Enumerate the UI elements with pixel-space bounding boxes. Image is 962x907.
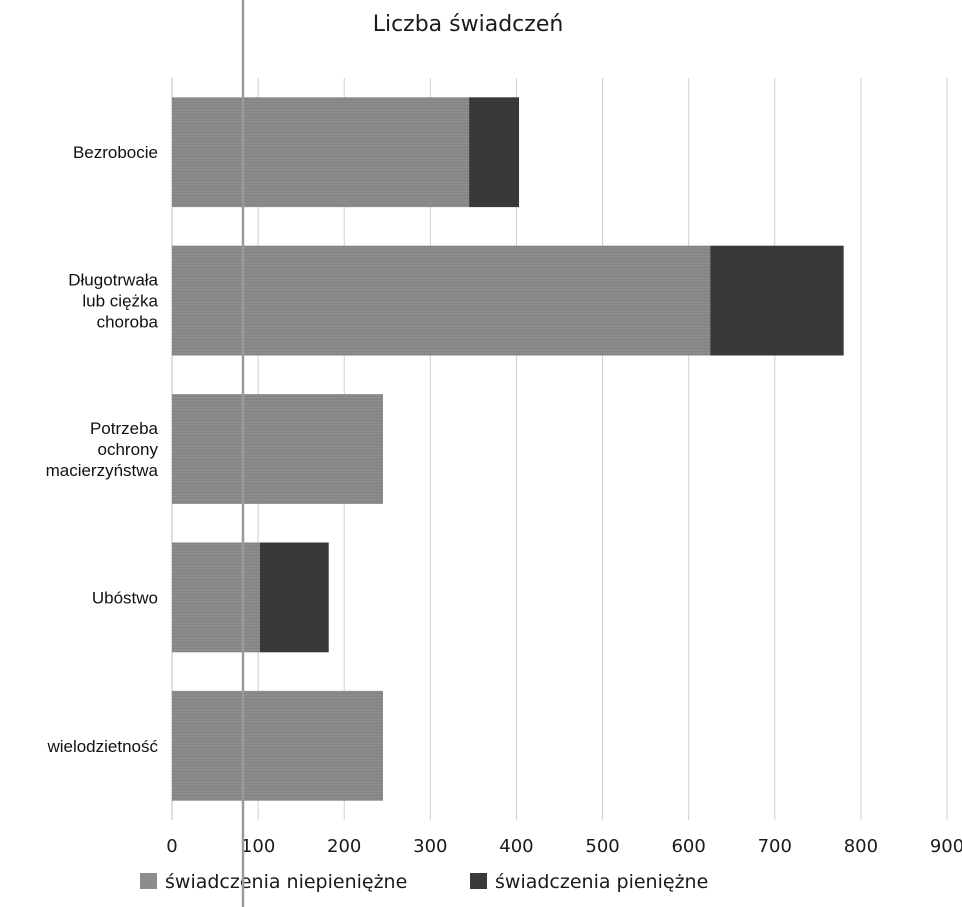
category-labels: Bezrobocie Długotrwała lub ciężka choroba Po…	[46, 143, 159, 756]
x-tick-label: 700	[758, 836, 792, 857]
bars	[172, 97, 844, 801]
legend: świadczenia niepieniężne świadczenia pien…	[140, 871, 708, 893]
category-label: Bezrobocie	[73, 143, 158, 162]
bar-texture	[172, 97, 470, 208]
x-tick-label: 400	[499, 836, 533, 857]
category-label: Długotrwała	[68, 271, 158, 290]
legend-label: świadczenia niepieniężne	[165, 871, 407, 893]
category-label: macierzyństwa	[46, 461, 159, 480]
x-axis-ticks: 0 100 200 300 400 500 600 700 800 900	[166, 836, 962, 857]
chart-title: Liczba świadczeń	[373, 12, 564, 37]
bar-texture	[172, 245, 711, 356]
bar-texture	[172, 542, 260, 653]
x-tick-label: 900	[930, 836, 962, 857]
category-label: ochrony	[98, 440, 159, 459]
bar-texture	[710, 245, 844, 356]
bar-texture	[172, 690, 383, 801]
x-tick-label: 100	[241, 836, 275, 857]
legend-label: świadczenia pieniężne	[495, 871, 708, 893]
category-label: wielodzietność	[46, 737, 158, 756]
category-label: lub ciężka	[82, 292, 158, 311]
x-tick-label: 300	[413, 836, 447, 857]
x-tick-label: 800	[844, 836, 878, 857]
legend-swatch	[140, 873, 157, 889]
legend-swatch	[470, 873, 487, 889]
x-tick-label: 200	[327, 836, 361, 857]
bar-texture	[172, 394, 383, 504]
category-label: choroba	[97, 313, 159, 332]
x-tick-label: 0	[166, 836, 177, 857]
x-tick-label: 600	[671, 836, 705, 857]
bar-texture	[259, 542, 329, 653]
x-tick-label: 500	[585, 836, 619, 857]
category-label: Ubóstwo	[92, 588, 158, 607]
bar-texture	[469, 97, 520, 208]
category-label: Potrzeba	[90, 419, 159, 438]
